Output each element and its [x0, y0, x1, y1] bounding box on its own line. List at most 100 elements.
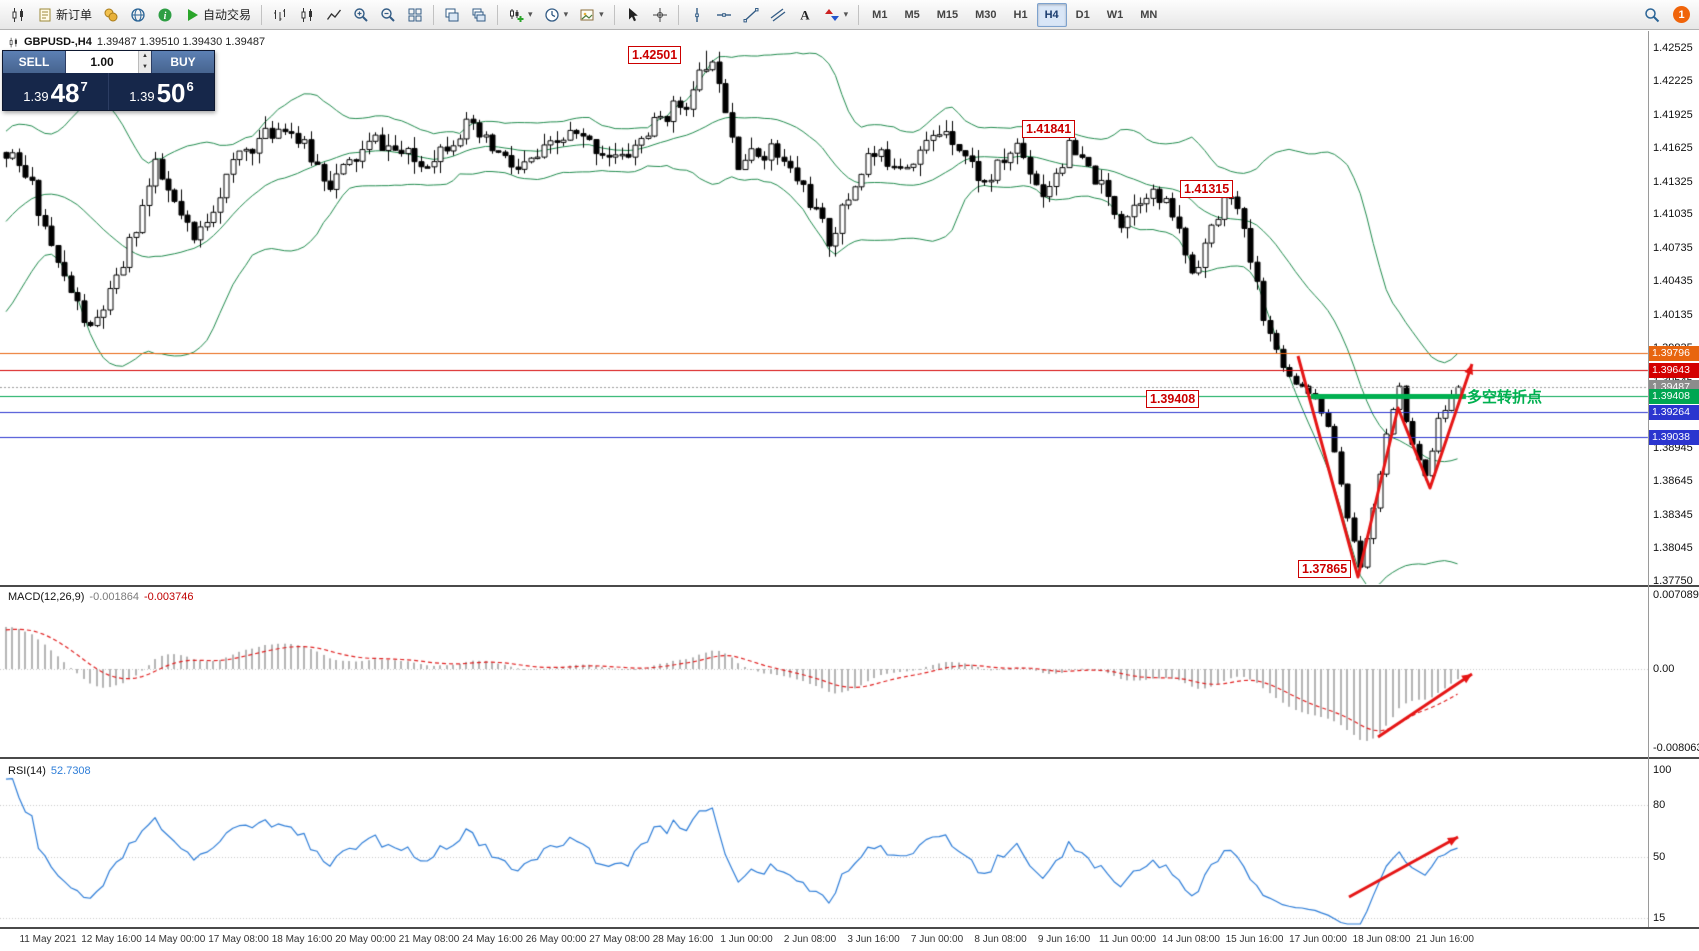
trendline-button[interactable]: [738, 3, 764, 27]
lot-spinner: ▲ ▼: [138, 51, 151, 73]
notification-badge[interactable]: 1: [1673, 6, 1690, 23]
market-watch-button[interactable]: [98, 3, 124, 27]
cross-icon: [652, 7, 668, 23]
profiles-button[interactable]: ▾: [539, 3, 574, 27]
crosshair-button[interactable]: [647, 3, 673, 27]
symbol-name: GBPUSD-,H4: [24, 36, 92, 48]
templates-button[interactable]: ▾: [574, 3, 609, 27]
auto-trading-button-label: 自动交易: [203, 8, 252, 22]
coins-icon: [103, 7, 119, 23]
rsi-value: 52.7308: [50, 765, 91, 777]
lot-size-field[interactable]: 1.00 ▲ ▼: [65, 51, 152, 73]
timeframe-m5-button[interactable]: M5: [896, 3, 927, 27]
dropdown-arrow-icon: ▾: [563, 9, 569, 19]
ohlc-values: 1.39487 1.39510 1.39430 1.39487: [96, 36, 266, 48]
sell-price[interactable]: 1.39 48 7: [3, 73, 109, 110]
timeframe-m15-button[interactable]: M15: [929, 3, 966, 27]
toolbar: 新订单 自动交易 ▾ ▾ ▾ ▾ M1 M5 M15 M30 H1 H4 D1 W1 MN 1: [0, 0, 1699, 30]
zoom-in-button[interactable]: [348, 3, 374, 27]
toolbar-separator: [613, 4, 615, 25]
timeframe-h1-button[interactable]: H1: [1006, 3, 1036, 27]
toolbar-right: 1: [1639, 3, 1694, 27]
linechart-icon: [326, 7, 342, 23]
new-order-button[interactable]: 新订单: [32, 3, 97, 27]
trade-widget-header: SELL 1.00 ▲ ▼ BUY: [3, 51, 214, 73]
trade-widget-prices: 1.39 48 7 1.39 50 6: [3, 73, 214, 110]
arrows-objects-button[interactable]: ▾: [819, 3, 854, 27]
macd-name: MACD(12,26,9): [8, 591, 85, 603]
rsi-name: RSI(14): [8, 765, 46, 777]
toolbar-separator: [433, 4, 435, 25]
buy-price-prefix: 1.39: [129, 89, 155, 104]
auto-trading-button[interactable]: 自动交易: [179, 3, 256, 27]
dropdown-arrow-icon: ▾: [843, 9, 849, 19]
timeframe-w1-button[interactable]: W1: [1099, 3, 1132, 27]
timeframe-m30-button[interactable]: M30: [967, 3, 1004, 27]
equidistant-channel-button[interactable]: [765, 3, 791, 27]
search-icon: [1644, 7, 1660, 23]
clock-icon: [544, 7, 560, 23]
text-label-button[interactable]: [792, 3, 818, 27]
zoom-out-button[interactable]: [375, 3, 401, 27]
zoomin-icon: [353, 7, 369, 23]
panel-separator-macd-rsi[interactable]: [0, 757, 1699, 759]
sell-price-prefix: 1.39: [23, 89, 49, 104]
toolbar-separator: [858, 4, 860, 25]
cursor-icon: [625, 7, 641, 23]
charts-window-button[interactable]: [5, 3, 31, 27]
timeframe-h4-button[interactable]: H4: [1036, 2, 1067, 27]
shapes-icon: [824, 7, 840, 23]
tile-windows-button[interactable]: [402, 3, 428, 27]
price-axis-separator: [1648, 31, 1649, 927]
toolbar-separator: [677, 4, 679, 25]
dropdown-arrow-icon: ▾: [528, 9, 533, 19]
panel-separator-main-macd[interactable]: [0, 585, 1699, 587]
candlestick-chart-button[interactable]: [294, 3, 320, 27]
buy-button[interactable]: BUY: [152, 51, 214, 73]
macd-value-signal: -0.003746: [143, 591, 194, 603]
lot-decrease-button[interactable]: ▼: [139, 62, 151, 73]
chart-window-icon: [8, 37, 19, 48]
chart-title: GBPUSD-,H4 1.39487 1.39510 1.39430 1.394…: [8, 36, 265, 48]
timeframe-m1-button[interactable]: M1: [864, 3, 895, 27]
data-window-button[interactable]: [125, 3, 151, 27]
macd-value-main: -0.001864: [89, 591, 139, 603]
lot-size-value[interactable]: 1.00: [90, 55, 114, 69]
toolbar-separator: [261, 4, 263, 25]
hline-icon: [716, 7, 732, 23]
neworder-icon: [37, 7, 53, 23]
buy-price[interactable]: 1.39 50 6: [109, 73, 214, 110]
vline-icon: [689, 7, 705, 23]
vertical-line-button[interactable]: [684, 3, 710, 27]
lot-increase-button[interactable]: ▲: [139, 51, 151, 62]
navigator-button[interactable]: [152, 3, 178, 27]
sell-button[interactable]: SELL: [3, 51, 65, 73]
one-click-trading-widget: SELL 1.00 ▲ ▼ BUY 1.39 48 7 1.39 50 6: [2, 50, 215, 111]
search-button[interactable]: [1639, 3, 1665, 27]
bars-icon: [272, 7, 288, 23]
arrange-icon: [444, 7, 460, 23]
horizontal-line-button[interactable]: [711, 3, 737, 27]
buy-price-big: 50: [156, 78, 186, 108]
bar-chart-button[interactable]: [267, 3, 293, 27]
timeframe-mn-button[interactable]: MN: [1132, 3, 1165, 27]
play-icon: [184, 7, 200, 23]
cursor-button[interactable]: [620, 3, 646, 27]
dropdown-arrow-icon: ▾: [599, 9, 604, 19]
toolbar-buttons: 新订单 自动交易 ▾ ▾ ▾ ▾ M1 M5 M15 M30 H1 H4 D1 W1 MN: [5, 2, 1165, 27]
toolbar-separator: [497, 4, 499, 25]
new-chart-button[interactable]: ▾: [503, 3, 538, 27]
channel-icon: [770, 7, 786, 23]
candles-icon: [299, 7, 315, 23]
candles-icon: [10, 7, 26, 23]
line-chart-button[interactable]: [321, 3, 347, 27]
timeframe-d1-button[interactable]: D1: [1068, 3, 1098, 27]
info-icon: [157, 7, 173, 23]
auto-arrange-button[interactable]: [439, 3, 465, 27]
globe-icon: [130, 7, 146, 23]
buy-price-pip: 6: [186, 79, 194, 94]
cascade-windows-button[interactable]: [466, 3, 492, 27]
rsi-indicator-label: RSI(14) 52.7308: [8, 765, 91, 777]
